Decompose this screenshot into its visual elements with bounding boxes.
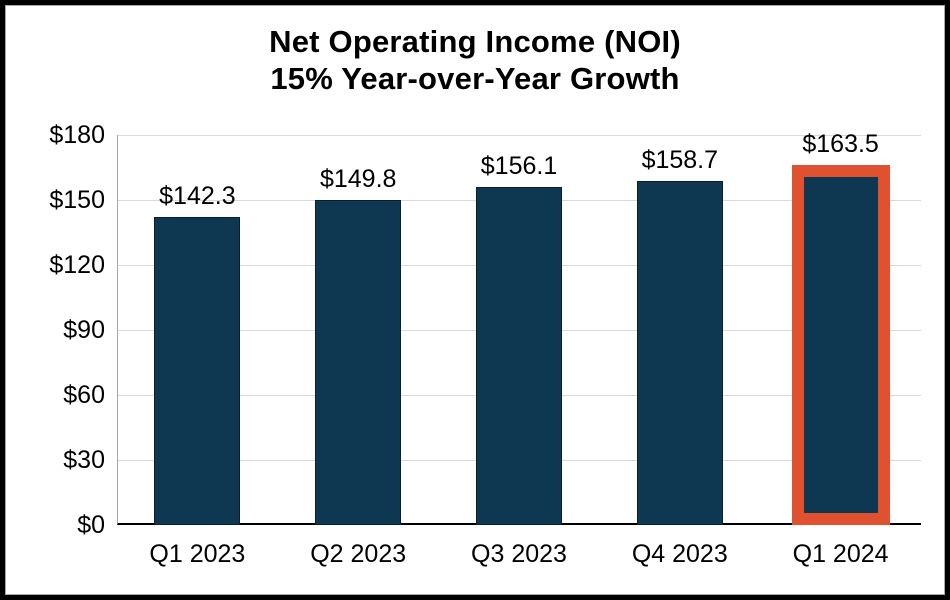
bar-value-label: $149.8 — [319, 165, 397, 194]
chart-title: Net Operating Income (NOI) 15% Year-over… — [5, 23, 945, 97]
bar — [636, 181, 723, 525]
x-tick-label: Q2 2023 — [310, 540, 407, 568]
bar-value-label: $156.1 — [480, 151, 558, 180]
y-tick-label: $90 — [63, 316, 105, 344]
x-tick-label: Q4 2023 — [631, 540, 728, 568]
bar — [154, 216, 241, 525]
y-tick-label: $150 — [49, 186, 105, 214]
y-tick-label: $120 — [49, 251, 105, 279]
bar — [476, 186, 562, 525]
bar-value-label: $158.7 — [641, 146, 719, 175]
chart-title-line2: 15% Year-over-Year Growth — [270, 61, 680, 96]
y-tick-label: $0 — [77, 511, 105, 539]
x-tick-label: Q1 2024 — [792, 540, 889, 568]
bar-highlighted — [791, 164, 890, 525]
y-tick-label: $60 — [63, 381, 105, 409]
gridline — [118, 134, 921, 136]
x-tick-label: Q3 2023 — [471, 540, 567, 568]
y-tick-label: $30 — [63, 446, 105, 474]
bar — [315, 200, 402, 525]
y-tick-label: $180 — [49, 121, 105, 149]
x-tick-label: Q1 2023 — [149, 540, 246, 568]
bar-chart: Net Operating Income (NOI) 15% Year-over… — [5, 5, 945, 595]
bar-value-label: $142.3 — [159, 181, 236, 210]
bar-value-label: $163.5 — [802, 129, 879, 158]
chart-title-line1: Net Operating Income (NOI) — [269, 24, 681, 59]
